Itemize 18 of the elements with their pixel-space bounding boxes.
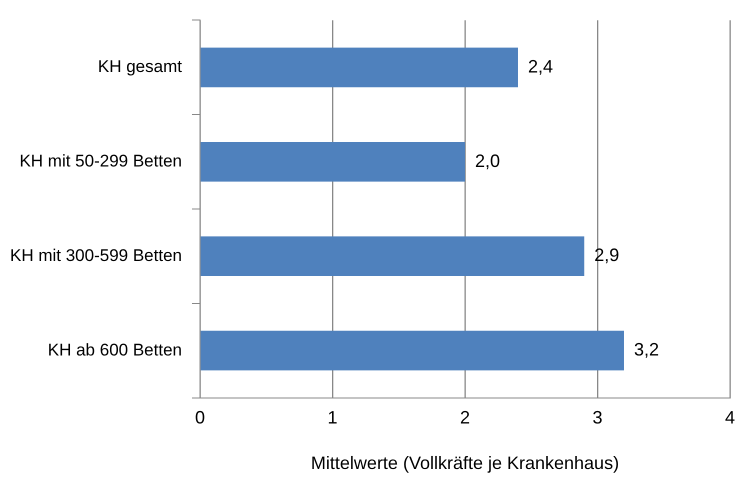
bar (200, 48, 518, 88)
data-label: 2,4 (528, 56, 554, 76)
bar (200, 330, 624, 370)
bar (200, 142, 465, 182)
x-axis-title: Mittelwerte (Vollkräfte je Krankenhaus) (310, 453, 620, 474)
y-tick-label: KH gesamt (98, 57, 182, 76)
x-tick-label: 0 (194, 408, 205, 428)
data-label: 2,0 (474, 150, 500, 171)
bar (200, 236, 584, 276)
data-label: 3,2 (634, 340, 660, 360)
x-tick-label: 4 (724, 408, 735, 428)
y-tick-label: KH ab 600 Betten (48, 340, 182, 360)
x-tick-label: 1 (327, 408, 338, 428)
x-tick-label: 2 (460, 408, 470, 428)
y-tick-label: KH mit 50-299 Betten (19, 151, 182, 170)
x-tick-label: 3 (592, 408, 602, 428)
y-tick-label: KH mit 300-599 Betten (10, 246, 182, 265)
data-label: 2,9 (594, 245, 620, 266)
